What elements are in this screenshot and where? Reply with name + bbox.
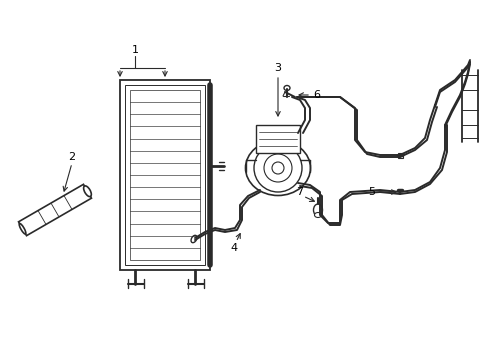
Ellipse shape (19, 224, 26, 234)
Ellipse shape (83, 186, 91, 197)
Ellipse shape (271, 162, 284, 174)
Polygon shape (256, 125, 299, 153)
Ellipse shape (191, 235, 197, 243)
Ellipse shape (264, 154, 291, 182)
Ellipse shape (245, 140, 310, 195)
Text: 3: 3 (274, 63, 281, 73)
Text: 7: 7 (296, 187, 303, 197)
Text: 5: 5 (368, 187, 375, 197)
Ellipse shape (284, 85, 289, 90)
Text: 6: 6 (313, 90, 320, 100)
Ellipse shape (314, 212, 321, 217)
Text: 4: 4 (230, 243, 237, 253)
Ellipse shape (313, 204, 322, 216)
Text: 2: 2 (68, 152, 76, 162)
Polygon shape (19, 184, 91, 236)
Ellipse shape (253, 144, 302, 192)
Polygon shape (397, 153, 402, 158)
Text: 1: 1 (131, 45, 138, 55)
